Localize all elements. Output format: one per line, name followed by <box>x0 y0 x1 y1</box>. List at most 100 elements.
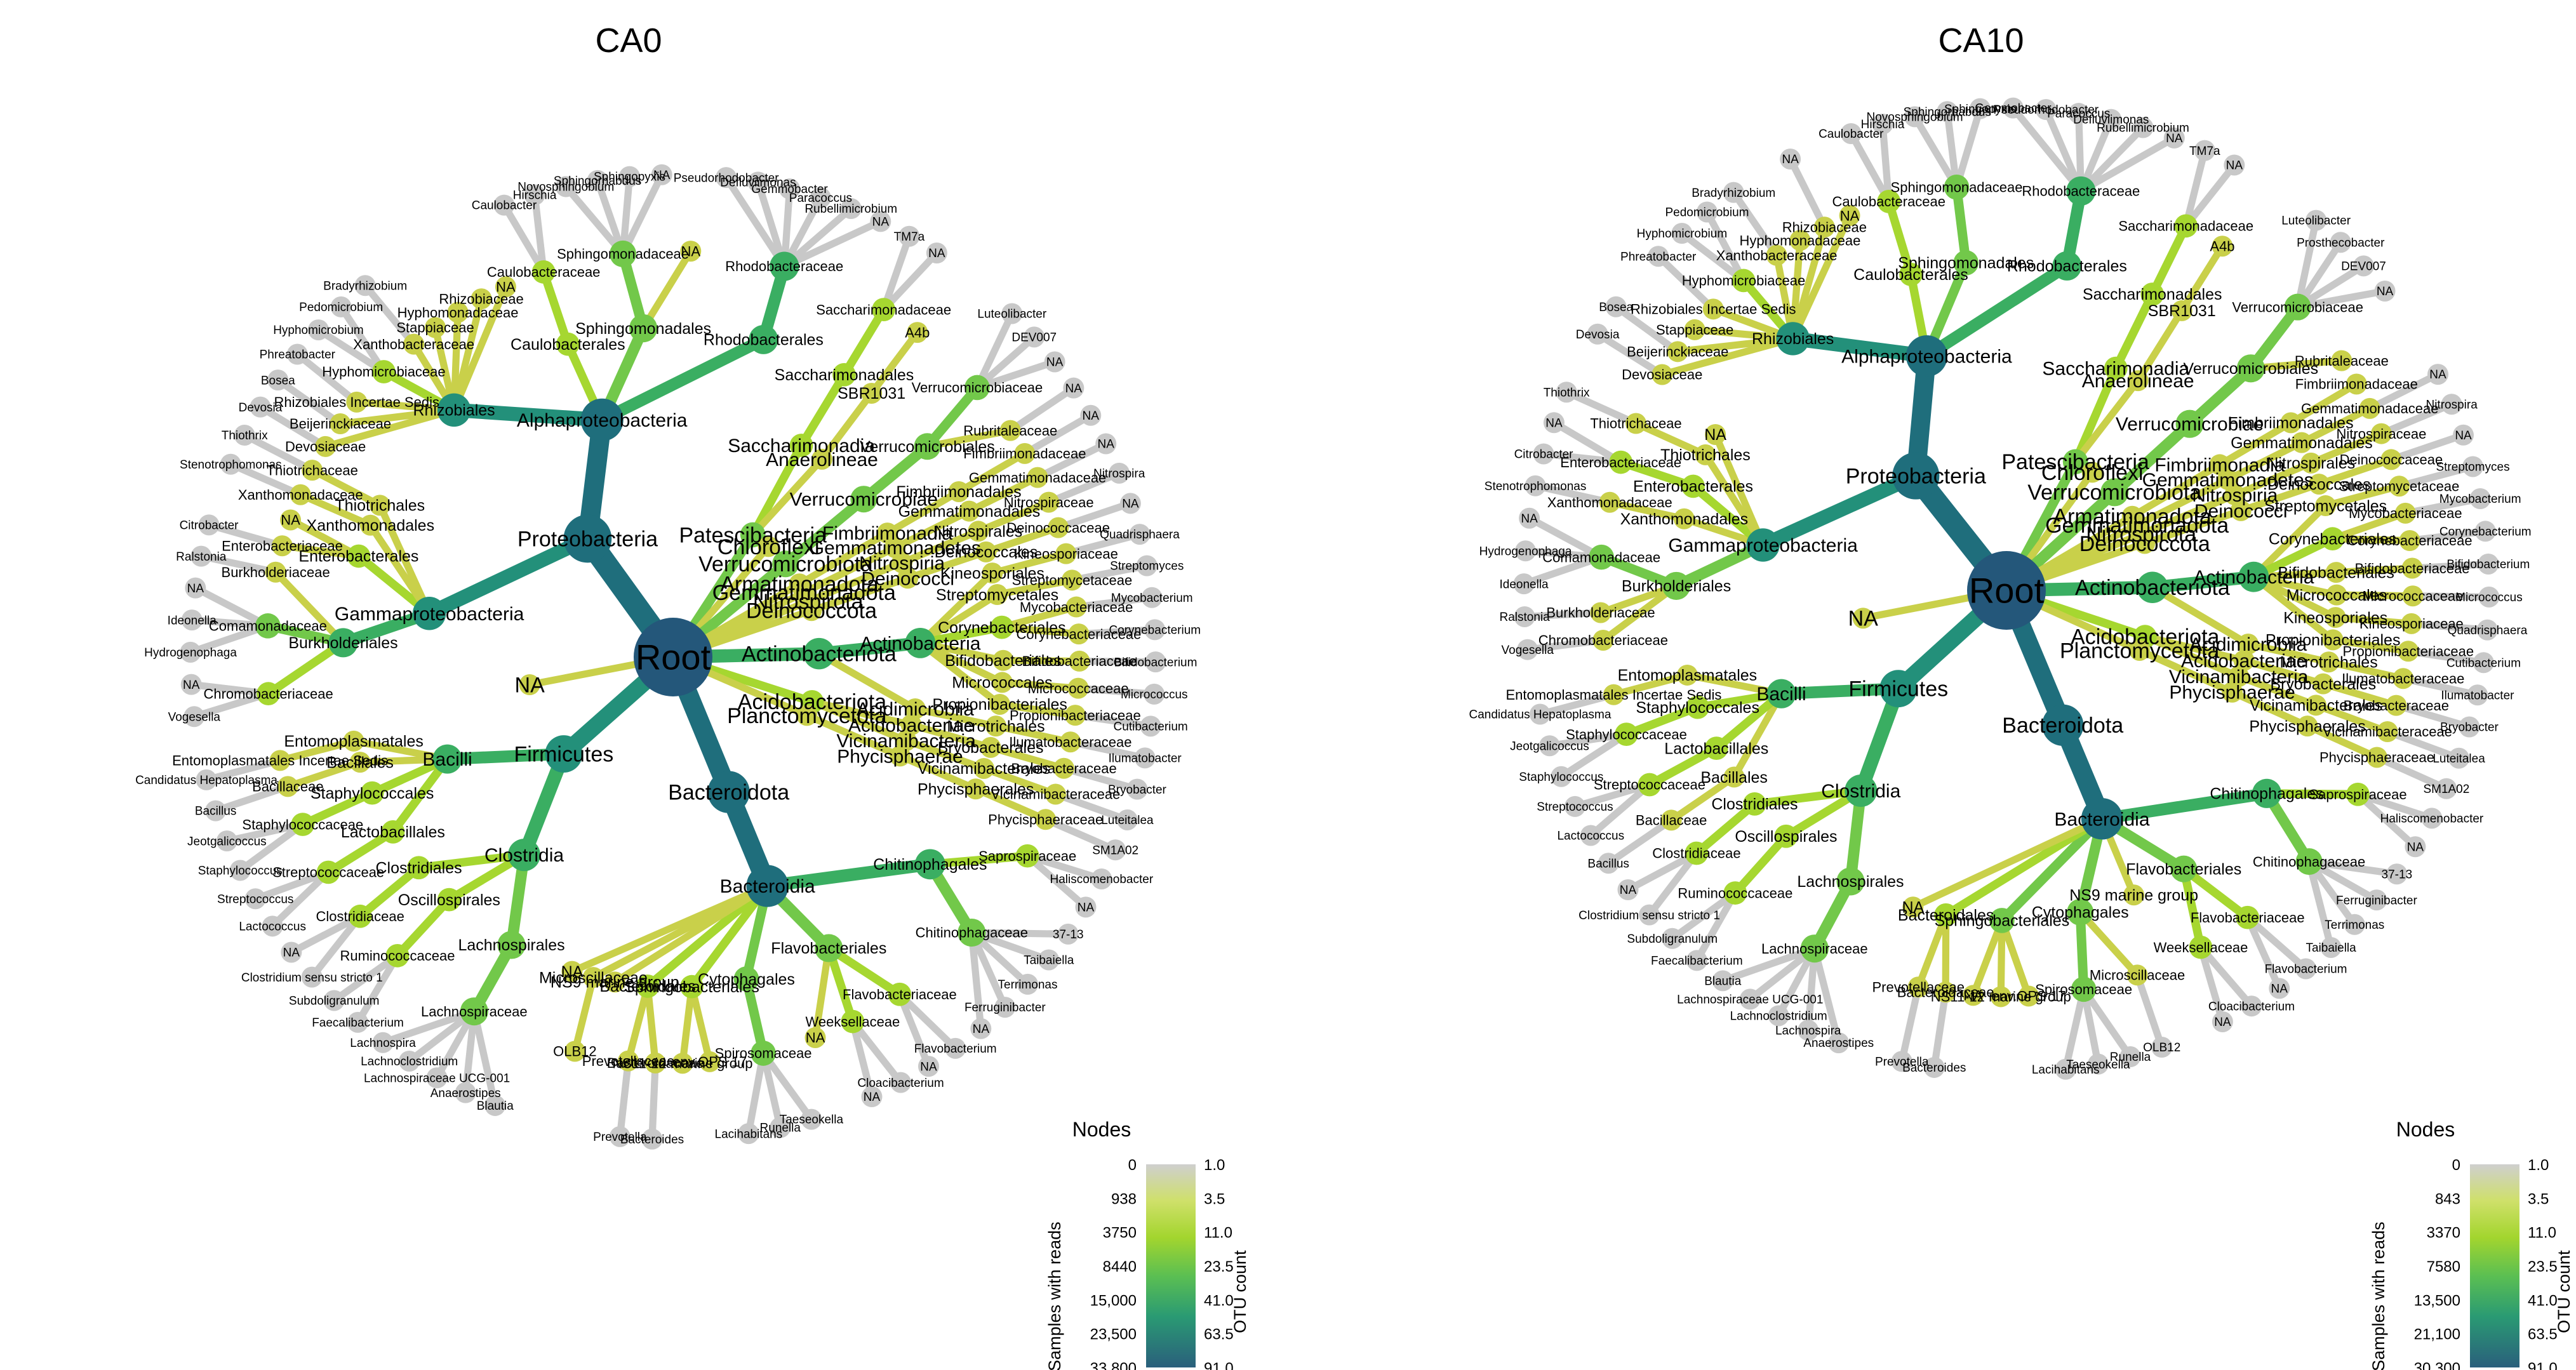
tree-edge <box>2128 461 2224 520</box>
label-propionibacteriales: Propionibacteriales <box>932 696 1067 714</box>
label-chitinophagales: Chitinophagales <box>2210 785 2323 803</box>
tree-edge <box>989 550 1070 577</box>
label-devosiaceae: Devosiaceae <box>1622 367 1702 383</box>
node-acidimicrobiia <box>2238 634 2259 655</box>
label-rhizobiales-incertae-sedis: Rhizobiales Incertae Sedis <box>274 394 439 410</box>
node-vicinamibacteraceae <box>2377 721 2398 743</box>
tree-edge <box>2096 787 2273 825</box>
label-phreatobacter: Phreatobacter <box>1620 250 1697 263</box>
node-propionibacteriaceae <box>1064 705 1086 726</box>
node-dev007 <box>2352 255 2374 277</box>
node-flavobacteriaceae <box>2236 905 2260 929</box>
label-chitinophagales: Chitinophagales <box>873 856 987 874</box>
label-saccharimonadales: Saccharimonadales <box>2083 286 2222 303</box>
label-candidatus-hepatoplasma: Candidatus Hepatoplasma <box>1469 708 1611 722</box>
node-devosia <box>250 396 271 418</box>
label-ralstonia: Ralstonia <box>1500 611 1551 624</box>
label-na: NA <box>1704 426 1726 444</box>
tree-edge <box>2080 985 2134 1061</box>
tree-edge <box>1674 335 1797 356</box>
node-nitrospirales <box>2300 452 2322 474</box>
node-rhizobiales-incertae-sedis <box>346 391 368 413</box>
node-bacteroidaceae <box>644 1052 666 1074</box>
tree-edge <box>749 441 806 540</box>
node-stenotrophomonas <box>1525 475 1546 496</box>
label-ilumatobacter: Ilumatobacter <box>2441 689 2514 702</box>
node-a4b <box>907 322 928 343</box>
node-na <box>1080 404 1102 426</box>
node-bradyrhizobium <box>354 275 376 296</box>
label-xanthomonadales: Xanthomonadales <box>1620 510 1749 528</box>
node-na <box>180 674 202 695</box>
node-na <box>2224 154 2245 176</box>
label-sphingomonadaceae: Sphingomonadaceae <box>557 246 689 262</box>
label-bacteroidaceae: Bacteroidaceae <box>607 1055 704 1071</box>
samples-tick: 21,100 <box>2414 1326 2460 1343</box>
otu-tick: 23.5 <box>2528 1258 2558 1275</box>
tree-edge <box>2179 864 2252 922</box>
node-37-13 <box>1057 923 1079 945</box>
label-deinococcaceae: Deinococcaceae <box>1006 520 1110 536</box>
node-lactobacillales <box>1704 736 1728 761</box>
label-prevotellaceae: Prevotellaceae <box>1872 979 1965 995</box>
label-a4b: A4b <box>905 324 930 340</box>
node-lactococcus <box>262 915 283 937</box>
tree-edge <box>2312 702 2391 736</box>
label-bacteroides: Bacteroides <box>620 1133 684 1147</box>
label-bacteroidales: Bacteroidales <box>1898 907 1994 924</box>
label-lactobacillales: Lactobacillales <box>1664 740 1768 757</box>
tree-edge <box>2287 380 2360 427</box>
node-bacteroidaceae <box>1935 981 1956 1003</box>
node-nitrospiraceae <box>1038 491 1060 513</box>
label-actinobacteriota: Actinobacteriota <box>742 642 897 667</box>
label-burkholderiales: Burkholderiales <box>288 634 397 652</box>
label-acidimicrobiia: Acidimicrobiia <box>857 699 974 720</box>
label-acidobacteriae: Acidobacteriae <box>848 715 974 736</box>
node-prosthecobacter <box>2330 232 2351 253</box>
node-phycisphaeraceae <box>1035 809 1057 830</box>
tree-edge <box>759 1049 784 1131</box>
label-deinococci: Deinococci <box>2194 501 2288 522</box>
tree-edge <box>2237 480 2323 515</box>
node-ferruginibacter <box>2366 889 2387 911</box>
label-paracoccus: Paracoccus <box>789 192 852 205</box>
label-ruminococcaceae: Ruminococcaceae <box>340 948 455 964</box>
node-xanthomonadaceae <box>290 484 311 505</box>
node-paracoccus <box>810 187 831 208</box>
label-nitrospiraceae: Nitrospiraceae <box>2337 426 2427 442</box>
otu-tick: 63.5 <box>1204 1326 1234 1343</box>
tree-edge <box>2332 564 2416 576</box>
label-sphingobacteriales: Sphingobacteriales <box>1935 912 2070 930</box>
label-gemmatimonadota: Gemmatimonadota <box>2045 514 2229 538</box>
label-mycobacterium: Mycobacterium <box>2439 493 2521 506</box>
tree-edge <box>361 282 418 348</box>
node-hirschia <box>1872 113 1893 135</box>
tree-edge <box>982 524 1062 555</box>
label-quadrisphaera: Quadrisphaera <box>1100 528 1180 542</box>
node-lactococcus <box>1580 825 1601 846</box>
label-paracoccus: Paracoccus <box>2047 107 2110 121</box>
node-thiothrix <box>1556 382 1577 403</box>
otu-tick: 63.5 <box>2528 1326 2558 1343</box>
node-bacteroidales <box>1934 903 1958 927</box>
node-hirschia <box>524 184 545 206</box>
label-hydrogenophaga: Hydrogenophaga <box>1479 545 1572 558</box>
node-kineosporiales <box>2325 607 2346 628</box>
otu-tick: 1.0 <box>1204 1157 1225 1174</box>
tree-edge <box>904 548 990 582</box>
label-na: NA <box>653 169 671 182</box>
tree-edge <box>568 882 771 975</box>
node-na <box>870 211 891 232</box>
node-prevotellaceae <box>1907 976 1929 998</box>
samples-tick: 13,500 <box>2414 1292 2460 1309</box>
label-lactococcus: Lactococcus <box>1557 830 1624 843</box>
label-vicinamibacteraceae: Vicinamibacteraceae <box>991 787 1121 802</box>
tree-edge <box>441 748 570 765</box>
label-bacillales: Bacillales <box>1700 769 1768 787</box>
node-ideonella <box>1513 573 1535 595</box>
label-acidobacteriota: Acidobacteriota <box>2071 625 2219 649</box>
tree-edge <box>241 431 316 474</box>
tree-edge <box>891 507 973 552</box>
tree-edge <box>1911 113 1961 191</box>
label-streptomycetales: Streptomycetales <box>936 586 1058 604</box>
